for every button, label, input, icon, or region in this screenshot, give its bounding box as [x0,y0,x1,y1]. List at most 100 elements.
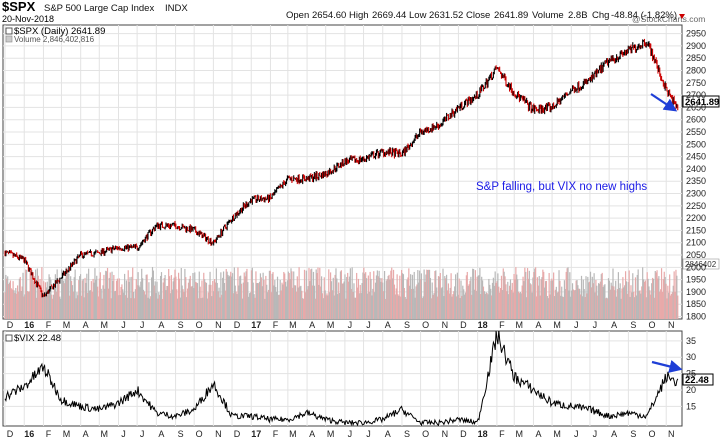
volume-bar [180,267,182,319]
volume-bar [192,272,194,319]
volume-bar [202,297,204,319]
volume-bar [473,289,476,319]
volume-bar [336,278,338,319]
volume-bar [535,296,538,319]
volume-bar [575,280,577,319]
volume-bar [244,276,246,319]
volume-bar [281,282,283,319]
volume-bar [657,278,659,319]
volume-bar [581,296,584,319]
price-x-tick: A [83,320,89,330]
volume-bar [65,267,67,319]
volume-bar [124,295,127,319]
volume-bar [475,290,477,319]
volume-bar [371,295,373,319]
volume-bar [571,290,573,319]
volume-bar [628,270,630,319]
volume-bar [624,271,627,319]
volume-bar [624,285,626,319]
volume-bar [496,281,498,319]
volume-bar [377,276,379,319]
volume-bar [201,280,203,319]
volume-bar [610,282,612,319]
volume-bar [356,272,358,319]
volume-bar [332,277,334,319]
volume-bar [107,288,110,319]
volume-bar [442,268,444,319]
price-x-tick: A [158,320,164,330]
volume-bar [664,276,666,319]
volume-bar [490,295,493,319]
volume-bar [104,288,106,319]
volume-bar [231,276,233,319]
volume-bar [434,271,436,319]
volume-bar [197,298,199,319]
volume-bar [216,282,218,319]
vix-x-tick: A [385,429,391,439]
volume-bar [63,283,65,319]
volume-bar [319,267,321,319]
volume-bar [103,274,105,319]
volume-bar [109,272,111,319]
volume-bar [196,283,199,319]
volume-bar [283,271,285,319]
volume-bar [81,280,83,319]
volume-bar [637,269,639,319]
volume-bar [262,272,264,319]
volume-bar [361,283,363,319]
volume-bar [5,274,7,319]
volume-bar [583,289,585,319]
volume-bar [334,274,336,319]
volume-bar [284,273,286,319]
price-x-tick: J [348,320,353,330]
volume-bar [168,276,171,319]
volume-bar [629,296,631,319]
volume-bar [526,297,528,319]
volume-bar [236,293,238,319]
volume-bar [195,282,198,319]
volume-bar [396,274,398,319]
high-label: High [349,10,369,21]
volume-bar [437,276,440,319]
volume-bar [225,269,227,319]
price-x-tick: S [404,320,410,330]
volume-bar [552,280,554,319]
volume-bar [190,286,192,319]
exchange-label: INDX [165,3,188,14]
volume-bar [578,288,580,319]
price-x-tick: O [196,320,203,330]
volume-bar [90,281,92,319]
volume-bar [499,292,501,319]
volume-bar [137,272,139,319]
volume-bar [280,290,282,319]
volume-bar [633,291,635,319]
volume-bar [378,270,380,319]
volume-bar [102,285,104,319]
volume-bar [31,270,33,319]
volume-bar [132,267,134,319]
volume-bar [508,294,510,319]
volume-bar [177,298,179,319]
volume-bar [87,292,89,319]
volume-bar [269,270,271,319]
volume-bar [144,294,146,319]
volume-bar [510,289,512,319]
vix-series [4,331,679,426]
volume-bar [360,293,362,319]
volume-bar [59,296,61,319]
volume-bar [501,289,503,319]
volume-bar [71,285,74,319]
volume-bar [229,275,231,319]
price-x-tick: O [648,320,655,330]
volume-bar [303,269,306,319]
volume-bar [393,284,396,319]
volume-bar [254,297,256,319]
volume-bar [564,289,566,319]
volume-bar [598,283,601,319]
volume-bar [76,292,78,319]
volume-bar [392,278,394,319]
volume-bar [633,297,636,319]
volume-bar [428,269,430,319]
volume-bar [20,290,22,319]
volume-bar [397,294,399,319]
